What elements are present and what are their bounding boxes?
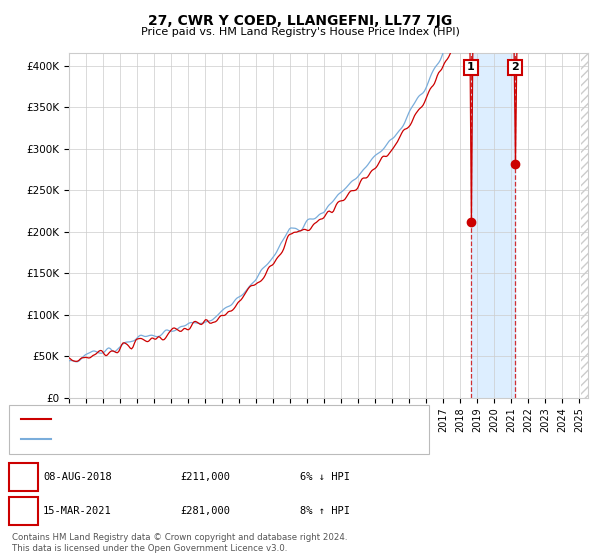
Text: 27, CWR Y COED, LLANGEFNI, LL77 7JG: 27, CWR Y COED, LLANGEFNI, LL77 7JG — [148, 14, 452, 28]
Text: 1: 1 — [19, 470, 28, 484]
Text: 6% ↓ HPI: 6% ↓ HPI — [300, 472, 350, 482]
Text: HPI: Average price, detached house, Isle of Anglesey: HPI: Average price, detached house, Isle… — [54, 434, 312, 444]
Text: 27, CWR Y COED, LLANGEFNI, LL77 7JG (detached house): 27, CWR Y COED, LLANGEFNI, LL77 7JG (det… — [54, 414, 336, 424]
Text: 2: 2 — [511, 62, 519, 72]
Bar — [471, 53, 515, 398]
Text: Contains HM Land Registry data © Crown copyright and database right 2024.
This d: Contains HM Land Registry data © Crown c… — [12, 533, 347, 553]
Text: Price paid vs. HM Land Registry's House Price Index (HPI): Price paid vs. HM Land Registry's House … — [140, 27, 460, 37]
Text: 15-MAR-2021: 15-MAR-2021 — [43, 506, 112, 516]
Text: 2: 2 — [19, 504, 28, 517]
Text: 8% ↑ HPI: 8% ↑ HPI — [300, 506, 350, 516]
Text: 08-AUG-2018: 08-AUG-2018 — [43, 472, 112, 482]
Text: £281,000: £281,000 — [180, 506, 230, 516]
Text: £211,000: £211,000 — [180, 472, 230, 482]
Text: 1: 1 — [467, 62, 475, 72]
Bar — [581, 53, 588, 398]
